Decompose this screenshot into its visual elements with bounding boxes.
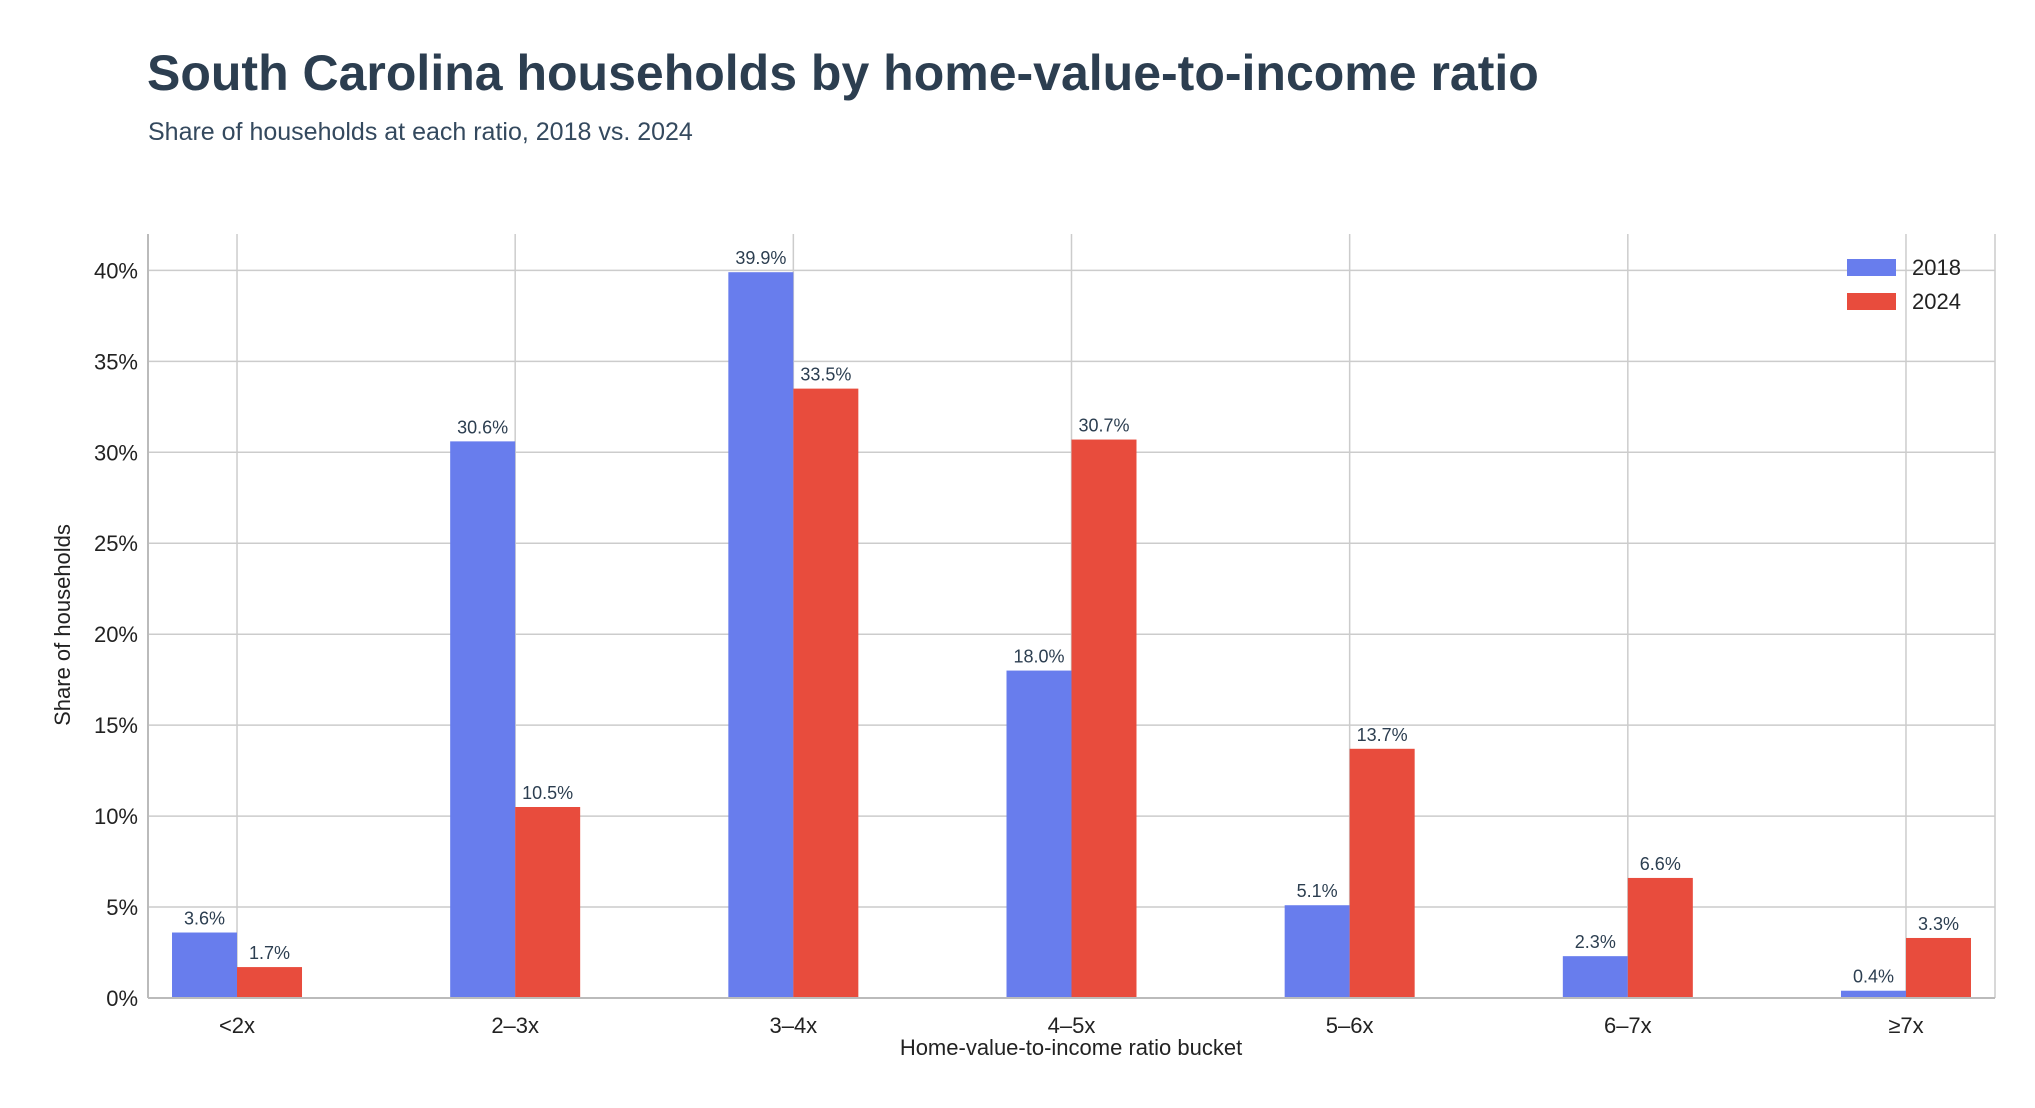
data-labels: 3.6% 30.6% 39.9% 18.0% 5.1% 2.3% 0.4% 1.7% 10.5%…: [184, 248, 1959, 987]
data-label-2018-6: 0.4%: [1853, 967, 1894, 987]
data-label-2018-5: 2.3%: [1575, 932, 1616, 952]
data-label-2024-0: 1.7%: [249, 943, 290, 963]
y-tick-label: 30%: [94, 440, 138, 465]
y-axis-label: Share of households: [50, 524, 75, 726]
x-tick-label: 3–4x: [769, 1013, 817, 1038]
bar-2018-0[interactable]: [172, 932, 238, 998]
legend-swatch-2018: [1847, 259, 1896, 276]
bar-2018-5[interactable]: [1562, 956, 1628, 998]
bars: [172, 272, 1971, 999]
bar-2018-6[interactable]: [1840, 990, 1906, 998]
y-tick-label: 20%: [94, 622, 138, 647]
legend-label-2018: 2018: [1912, 255, 1961, 280]
data-label-2024-3: 30.7%: [1078, 416, 1129, 436]
data-label-2024-4: 13.7%: [1357, 725, 1408, 745]
x-tick-label: ≥7x: [1888, 1013, 1923, 1038]
data-label-2024-6: 3.3%: [1918, 914, 1959, 934]
data-label-2018-4: 5.1%: [1297, 881, 1338, 901]
bar-2018-2[interactable]: [728, 272, 794, 998]
x-ticks: <2x 2–3x 3–4x 4–5x 5–6x 6–7x ≥7x: [219, 1013, 1924, 1038]
y-tick-label: 0%: [106, 986, 138, 1011]
y-tick-label: 5%: [106, 895, 138, 920]
bar-2018-1[interactable]: [450, 441, 516, 998]
x-tick-label: <2x: [219, 1013, 255, 1038]
data-label-2018-0: 3.6%: [184, 909, 225, 929]
data-label-2018-1: 30.6%: [457, 417, 508, 437]
bar-2024-5[interactable]: [1627, 877, 1693, 998]
x-tick-label: 6–7x: [1604, 1013, 1652, 1038]
data-label-2024-1: 10.5%: [522, 783, 573, 803]
bar-2024-0[interactable]: [237, 967, 303, 998]
data-label-2024-5: 6.6%: [1640, 854, 1681, 874]
bar-2024-6[interactable]: [1905, 937, 1971, 998]
legend-swatch-2024: [1847, 293, 1896, 310]
bar-2024-3[interactable]: [1071, 439, 1137, 998]
y-tick-label: 25%: [94, 531, 138, 556]
data-label-2024-2: 33.5%: [800, 365, 851, 385]
x-tick-label: 5–6x: [1326, 1013, 1374, 1038]
chart-title: South Carolina households by home-value-…: [147, 45, 1539, 101]
bar-2024-2[interactable]: [793, 388, 859, 999]
legend: 2018 2024: [1847, 255, 1961, 314]
y-tick-label: 35%: [94, 349, 138, 374]
bar-2024-1[interactable]: [515, 807, 581, 998]
bar-2018-4[interactable]: [1284, 905, 1350, 998]
y-ticks: 0% 5% 10% 15% 20% 25% 30% 35% 40%: [94, 258, 138, 1011]
bar-2024-4[interactable]: [1349, 748, 1415, 998]
y-tick-label: 10%: [94, 804, 138, 829]
y-tick-label: 15%: [94, 713, 138, 738]
bar-2018-3[interactable]: [1006, 670, 1072, 998]
data-label-2018-3: 18.0%: [1013, 647, 1064, 667]
chart-subtitle: Share of households at each ratio, 2018 …: [148, 118, 693, 146]
data-label-2018-2: 39.9%: [735, 248, 786, 268]
legend-label-2024: 2024: [1912, 289, 1961, 314]
axes: [147, 234, 1995, 999]
x-tick-label: 4–5x: [1048, 1013, 1096, 1038]
y-tick-label: 40%: [94, 258, 138, 283]
x-tick-label: 2–3x: [491, 1013, 539, 1038]
x-axis-label: Home-value-to-income ratio bucket: [900, 1035, 1242, 1060]
